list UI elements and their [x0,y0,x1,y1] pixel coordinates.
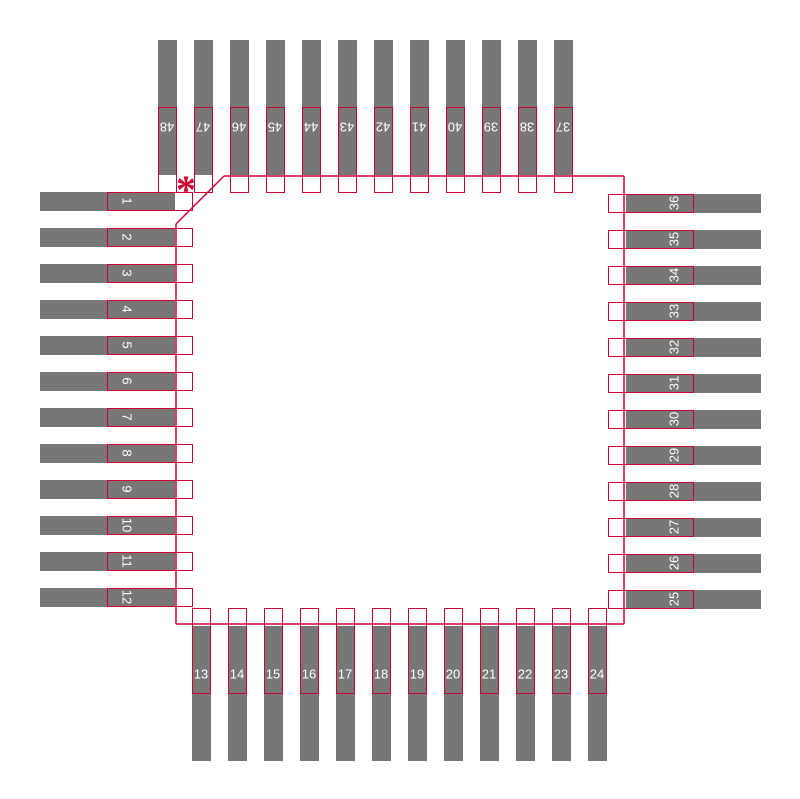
body-outline [0,0,800,799]
pin1-marker: * [176,170,196,210]
qfp-footprint-diagram: 1234567891011122526272829303132333435361… [0,0,800,799]
